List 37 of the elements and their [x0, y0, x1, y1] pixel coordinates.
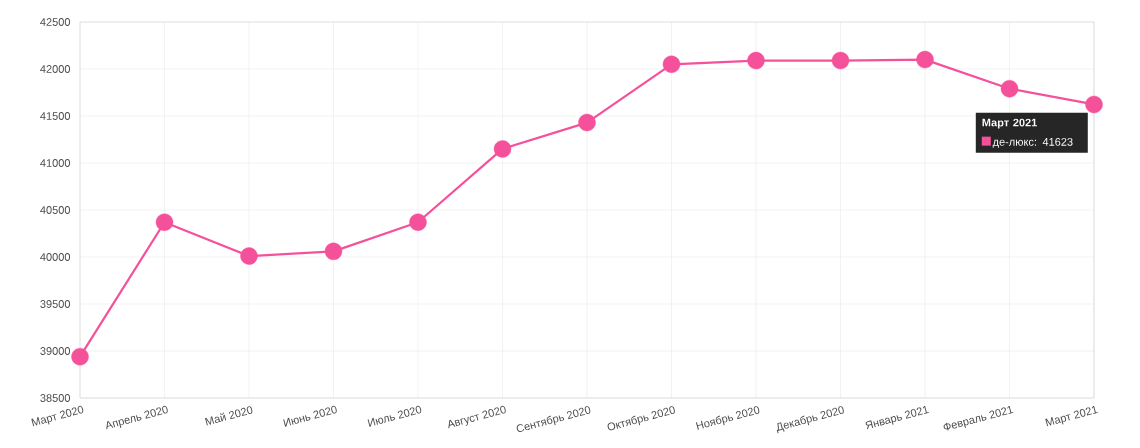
y-tick-label: 39000: [40, 347, 71, 355]
point: [409, 213, 427, 231]
annotation: де-люкс: 41623: [992, 137, 1073, 148]
x-tick-label: Январь 2021: [865, 405, 929, 430]
y-tick-label: 40500: [40, 206, 71, 214]
x-tick-label: Декабрь 2020: [776, 406, 844, 434]
x-tick-label: Май 2020: [205, 406, 253, 426]
y-tick-label: 38500: [40, 394, 71, 402]
x-tick-label: Апрель 2020: [106, 405, 168, 430]
y-tick-label: 42000: [40, 65, 71, 73]
y-tick-label: 41000: [40, 159, 71, 167]
annotation: Март 2021: [982, 118, 1037, 129]
x-tick-label: Август 2020: [448, 405, 506, 429]
x-tick-label: Март 2020: [31, 405, 84, 427]
point: [324, 242, 343, 261]
y-tick-label: 42500: [40, 18, 71, 26]
point: [155, 213, 174, 231]
x-tick-label: Март 2021: [1045, 405, 1098, 427]
point: [831, 51, 850, 70]
point: [1085, 95, 1103, 114]
x-tick-label: Сентябрь 2020: [516, 406, 591, 432]
y-tick-label: 41500: [40, 112, 71, 120]
x-tick-label: Февраль 2021: [943, 405, 1014, 431]
point: [1000, 80, 1019, 98]
x-tick-label: Октябрь 2020: [607, 406, 675, 431]
x-tick-label: Ноябрь 2020: [695, 406, 760, 430]
point: [747, 51, 765, 70]
y-tick-label: 40000: [40, 253, 71, 261]
y-tick-label: 39500: [40, 300, 71, 308]
point: [916, 50, 934, 69]
x-tick-label: Июль 2020: [367, 405, 422, 427]
point: [71, 347, 89, 366]
x-tick-label: Июнь 2020: [283, 405, 337, 427]
point: [240, 247, 258, 265]
point: [578, 113, 596, 132]
point: [662, 55, 681, 73]
point: [493, 140, 512, 158]
